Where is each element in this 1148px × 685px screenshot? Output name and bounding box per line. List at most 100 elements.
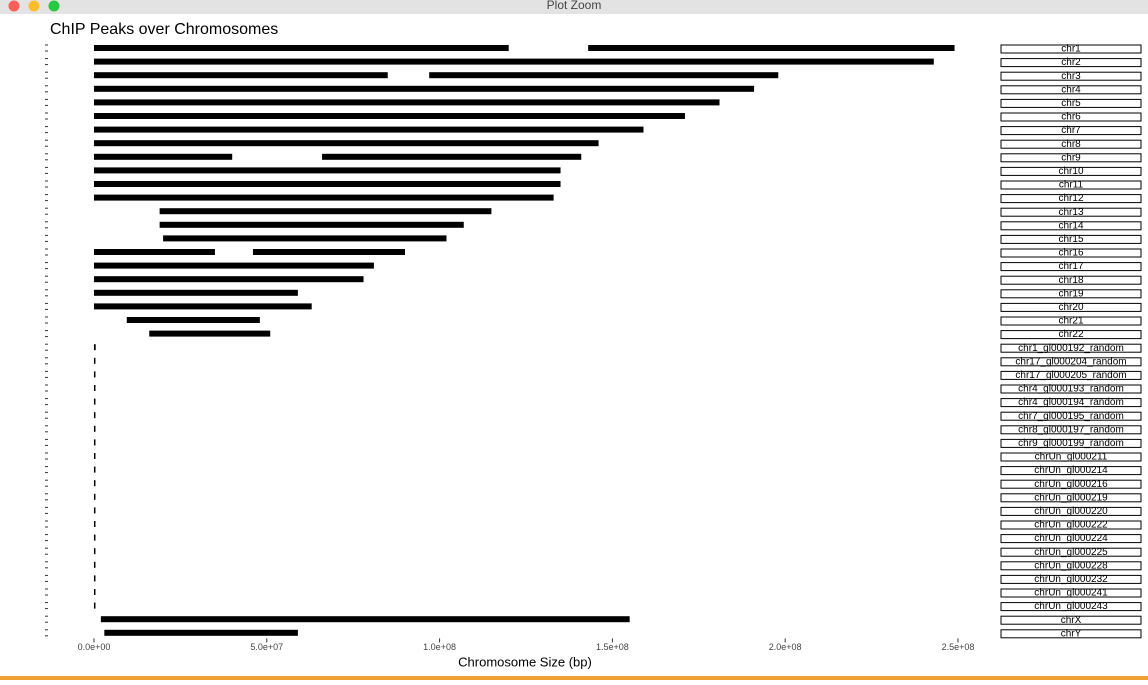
- facet-label: chr15: [1058, 234, 1083, 245]
- facet-strip: [1000, 85, 1142, 95]
- peak-region: [159, 221, 464, 228]
- facet-label: chr16: [1058, 248, 1083, 259]
- peak-region: [429, 72, 779, 79]
- peak-region: [93, 534, 96, 541]
- peak-region: [93, 262, 374, 269]
- peak-region: [93, 493, 96, 500]
- facet-strip: [1000, 71, 1142, 81]
- peak-region: [93, 85, 755, 92]
- facet-strip: [1000, 534, 1142, 544]
- facet-strip: [1000, 357, 1142, 367]
- peak-region: [93, 439, 96, 446]
- facet-strip: [1000, 384, 1142, 394]
- peak-region: [93, 466, 96, 473]
- peak-region: [93, 425, 96, 432]
- peak-region: [93, 140, 599, 147]
- peak-region: [93, 113, 685, 119]
- facet-strip: [1000, 234, 1142, 244]
- facet-strip: [1000, 493, 1142, 503]
- close-button[interactable]: [8, 0, 20, 12]
- facet-strip: [1000, 330, 1142, 340]
- x-tick-label: 5.0e+07: [250, 642, 283, 652]
- facet-strip: [1000, 438, 1142, 448]
- chart-title: ChIP Peaks over Chromosomes: [50, 21, 278, 38]
- facet-strip: [1000, 166, 1142, 176]
- facet-label: chrUn_gl000214: [1034, 465, 1108, 476]
- peak-region: [159, 208, 492, 215]
- facet-label: chr3: [1061, 71, 1081, 82]
- facet-label: chr12: [1058, 193, 1083, 204]
- facet-label: chr13: [1058, 207, 1083, 218]
- facet-label: chr22: [1058, 329, 1083, 340]
- facet-label: chrUn_gl000232: [1034, 574, 1108, 585]
- peak-region: [93, 521, 96, 527]
- peak-region: [93, 45, 509, 51]
- facet-label: chrUn_gl000219: [1034, 492, 1108, 503]
- facet-strip: [1000, 180, 1142, 190]
- minimize-button[interactable]: [28, 0, 40, 12]
- facet-strip: [1000, 289, 1142, 299]
- x-tick-label: 1.5e+08: [596, 642, 629, 652]
- facet-strip: [1000, 112, 1142, 122]
- facet-label: chr14: [1058, 220, 1083, 231]
- facet-strip: [1000, 262, 1142, 272]
- peak-region: [93, 371, 96, 378]
- facet-label: chrY: [1061, 628, 1082, 639]
- facet-strip: [1000, 302, 1142, 312]
- facet-strip: [1000, 126, 1142, 136]
- peak-region: [93, 194, 554, 201]
- facet-label: chrUn_gl000220: [1034, 506, 1108, 517]
- facet-strip: [1000, 275, 1142, 285]
- facet-label: chr17_gl000205_random: [1015, 370, 1126, 381]
- peak-region: [93, 398, 96, 405]
- facet-label: chrUn_gl000222: [1034, 520, 1108, 531]
- peak-region: [588, 45, 955, 51]
- facet-strip: [1000, 506, 1142, 516]
- facet-strip: [1000, 466, 1142, 476]
- peak-region: [93, 289, 298, 296]
- peak-region: [93, 58, 934, 65]
- facet-label: chr10: [1058, 166, 1083, 177]
- facet-strip: [1000, 248, 1142, 258]
- facet-label: chr8_gl000197_random: [1018, 424, 1124, 435]
- facet-label: chr4_gl000194_random: [1018, 397, 1124, 408]
- facet-strip: [1000, 98, 1142, 108]
- x-tick-label: 1.0e+08: [423, 642, 456, 652]
- title-bar: [0, 0, 1148, 14]
- peak-region: [93, 126, 644, 133]
- facet-label: chr1_gl000192_random: [1018, 343, 1124, 354]
- facet-strip: [1000, 425, 1142, 435]
- facet-label: chr17: [1058, 261, 1083, 272]
- facet-label: chr7_gl000195_random: [1018, 411, 1124, 422]
- facet-strip: [1000, 602, 1142, 612]
- facet-label: chrUn_gl000243: [1034, 601, 1108, 612]
- facet-label: chr17_gl000204_random: [1015, 356, 1126, 367]
- facet-label: chr9_gl000199_random: [1018, 438, 1124, 449]
- facet-label: chr18: [1058, 275, 1083, 286]
- peak-region: [126, 317, 260, 323]
- facet-strip: [1000, 44, 1142, 54]
- facet-label: chrX: [1061, 615, 1082, 626]
- facet-label: chr7: [1061, 125, 1081, 136]
- x-tick-label: 2.5e+08: [942, 642, 975, 652]
- facet-strip: [1000, 194, 1142, 204]
- facet-strip: [1000, 398, 1142, 408]
- facet-label: chr20: [1058, 302, 1083, 313]
- facet-strip: [1000, 520, 1142, 530]
- facet-strip: [1000, 370, 1142, 380]
- window-title: Plot Zoom: [547, 0, 602, 12]
- facet-label: chrUn_gl000241: [1034, 588, 1108, 599]
- facet-label: chr1: [1061, 44, 1081, 55]
- facet-strip: [1000, 139, 1142, 149]
- facet-label: chrUn_gl000228: [1034, 560, 1108, 571]
- facet-strip: [1000, 343, 1142, 353]
- facet-strip: [1000, 574, 1142, 584]
- facet-strip: [1000, 316, 1142, 326]
- peak-region: [93, 561, 96, 568]
- facet-label: chr11: [1059, 180, 1084, 191]
- peak-region: [252, 249, 406, 255]
- facet-strip: [1000, 629, 1142, 639]
- facet-strip: [1000, 58, 1142, 68]
- zoom-button[interactable]: [48, 0, 60, 12]
